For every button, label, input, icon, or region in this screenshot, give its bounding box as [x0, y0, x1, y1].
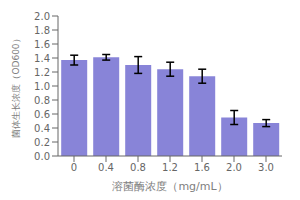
- svg-text:菌体生长浓度（OD600）: 菌体生长浓度（OD600）: [11, 34, 21, 137]
- svg-text:0.2: 0.2: [34, 137, 50, 148]
- svg-text:0.8: 0.8: [130, 162, 146, 173]
- svg-text:1.2: 1.2: [162, 162, 178, 173]
- svg-text:0.4: 0.4: [34, 123, 50, 134]
- svg-text:1.6: 1.6: [194, 162, 210, 173]
- svg-text:0: 0: [71, 162, 77, 173]
- svg-text:2.0: 2.0: [226, 162, 242, 173]
- svg-text:3.0: 3.0: [258, 162, 274, 173]
- svg-text:1.6: 1.6: [34, 39, 50, 50]
- svg-text:1.4: 1.4: [34, 53, 50, 64]
- svg-text:1.8: 1.8: [34, 25, 50, 36]
- svg-text:0.0: 0.0: [34, 151, 50, 162]
- svg-text:1.2: 1.2: [34, 67, 50, 78]
- svg-text:0.6: 0.6: [34, 109, 50, 120]
- svg-text:0.4: 0.4: [98, 162, 114, 173]
- svg-text:溶菌酶浓度（mg/mL）: 溶菌酶浓度（mg/mL）: [112, 180, 227, 192]
- svg-text:0.8: 0.8: [34, 95, 50, 106]
- svg-text:2.0: 2.0: [34, 11, 50, 22]
- svg-text:1.0: 1.0: [34, 81, 50, 92]
